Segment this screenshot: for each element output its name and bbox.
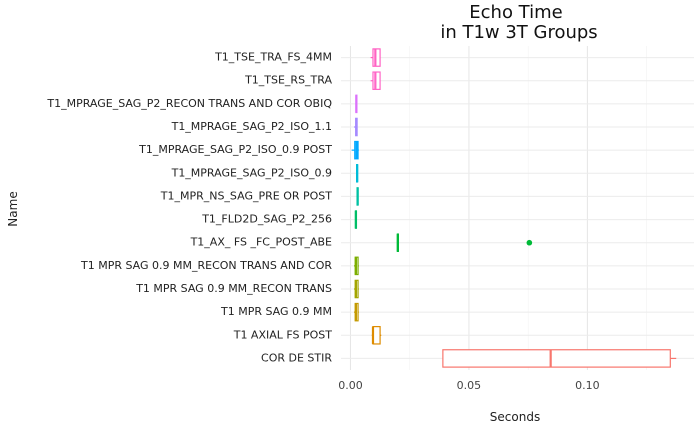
box-7 (356, 187, 359, 206)
boxplot-series (351, 48, 677, 368)
x-tick-label: 0.10 (575, 379, 600, 392)
y-tick-label: T1_MPRAGE_SAG_P2_ISO_1.1 (171, 120, 332, 133)
box-12 (354, 302, 359, 322)
y-tick-label: T1_TSE_TRA_FS_4MM (214, 51, 332, 64)
box-iqr (442, 349, 671, 368)
box-4 (354, 117, 358, 137)
box-3 (355, 94, 358, 114)
y-axis-ticks: T1_TSE_TRA_FS_4MM T1_TSE_RS_TRA T1_MPRAGE_… (46, 51, 332, 365)
box-9 (396, 233, 533, 252)
x-tick-label: 0.05 (457, 379, 482, 392)
chart-title-line1: Echo Time (469, 2, 562, 23)
y-axis-title: Name (6, 191, 20, 226)
box-outlier (526, 239, 533, 246)
y-tick-label: T1 AXIAL FS POST (233, 328, 333, 341)
y-tick-label: T1_MPR_NS_SAG_PRE OR POST (160, 189, 333, 202)
x-tick-label: 0.00 (338, 379, 363, 392)
box-iqr (372, 71, 381, 90)
y-tick-label: T1_AX_ FS _FC_POST_ABE (190, 236, 332, 249)
y-tick-label: T1 MPR SAG 0.9 MM_RECON TRANS (135, 282, 332, 295)
box-8 (354, 210, 358, 229)
chart-title-line2: in T1w 3T Groups (440, 22, 597, 43)
box-1 (370, 48, 381, 67)
box-10 (354, 256, 359, 276)
y-tick-label: T1_FLD2D_SAG_P2_256 (201, 213, 332, 226)
y-tick-label: T1_MPRAGE_SAG_P2_ISO_0.9 (171, 166, 332, 179)
box-11 (354, 279, 359, 299)
y-tick-label: T1_MPRAGE_SAG_P2_ISO_0.9 POST (138, 143, 332, 156)
box-14 (442, 349, 677, 368)
y-tick-label: T1 MPR SAG 0.9 MM_RECON TRANS AND COR (80, 259, 332, 272)
box-iqr (372, 48, 381, 67)
box-2 (370, 71, 381, 90)
y-tick-label: T1 MPR SAG 0.9 MM (220, 305, 332, 318)
grid (341, 46, 694, 370)
y-tick-label: COR DE STIR (261, 351, 332, 364)
y-tick-label: T1_TSE_RS_TRA (244, 74, 332, 87)
box-6 (356, 164, 359, 183)
box-13 (371, 326, 382, 345)
x-axis-ticks: 0.00 0.05 0.10 (338, 379, 599, 392)
box-5 (351, 140, 359, 160)
x-axis-title: Seconds (490, 410, 540, 424)
y-tick-label: T1_MPRAGE_SAG_P2_RECON TRANS AND COR OBI… (46, 97, 332, 110)
